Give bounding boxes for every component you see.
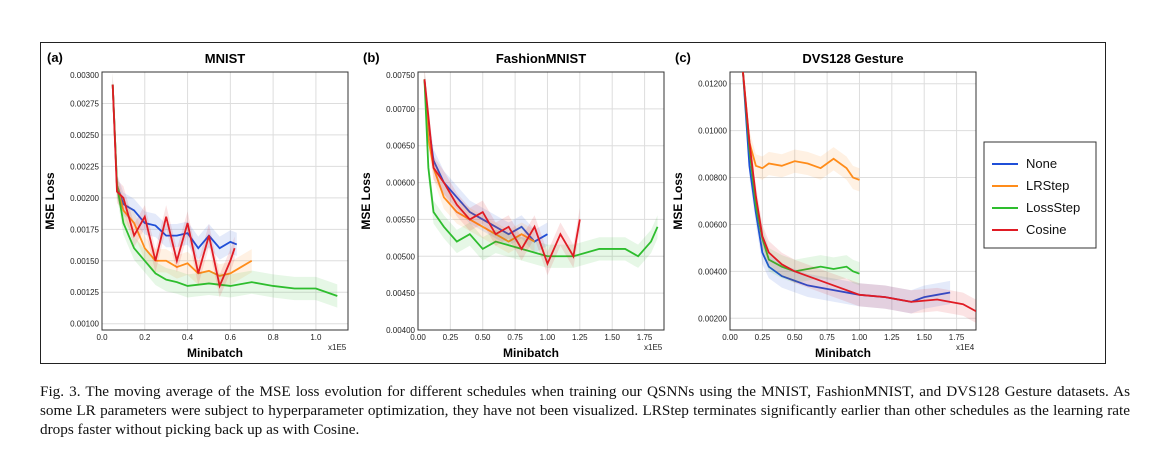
series-line-cosine	[742, 72, 976, 313]
y-axis-label: MSE Loss	[43, 172, 57, 230]
plot-box	[729, 71, 977, 331]
x-axis-label: Minibatch	[503, 346, 559, 360]
x-tick-label: 0.2	[139, 333, 151, 342]
y-tick-label: 0.00275	[70, 99, 99, 108]
y-tick-label: 0.00175	[70, 225, 99, 234]
x-tick-label: 0.4	[182, 333, 194, 342]
y-tick-label: 0.00600	[386, 179, 415, 188]
y-tick-label: 0.00200	[698, 314, 727, 323]
series-band-lrstep	[112, 72, 252, 288]
y-tick-label: 0.00650	[386, 142, 415, 151]
series-line-lossstep	[111, 84, 338, 297]
y-tick-label: 0.00150	[70, 257, 99, 266]
x-tick-label: 0.6	[225, 333, 237, 342]
x-tick-label: 1.00	[540, 333, 556, 342]
y-tick-label: 0.00700	[386, 105, 415, 114]
panel-letter: (a)	[47, 50, 63, 65]
y-tick-label: 0.01200	[698, 80, 727, 89]
x-tick-label: 1.00	[852, 333, 868, 342]
x-tick-label: 0.25	[755, 333, 771, 342]
x-tick-label: 1.25	[572, 333, 588, 342]
x-tick-label: 0.0	[96, 333, 108, 342]
x-tick-label: 0.8	[268, 333, 280, 342]
y-tick-label: 0.00450	[386, 289, 415, 298]
series-line-none	[742, 72, 951, 303]
panel-letter: (b)	[363, 50, 380, 65]
series-band-none	[112, 72, 237, 260]
series-line-lrstep	[742, 72, 860, 181]
panel-title: DVS128 Gesture	[802, 51, 903, 66]
series-line-cosine	[423, 79, 581, 267]
series-line-lossstep	[423, 79, 659, 258]
legend-label-none: None	[1026, 156, 1057, 171]
plot-box	[101, 71, 349, 331]
y-tick-label: 0.00750	[386, 71, 415, 80]
plot-box	[417, 71, 665, 331]
legend-label-lrstep: LRStep	[1026, 178, 1069, 193]
figure-caption: Fig. 3. The moving average of the MSE lo…	[40, 383, 1130, 438]
series-band-cosine	[742, 72, 976, 323]
y-tick-label: 0.00225	[70, 162, 99, 171]
y-tick-label: 0.00800	[698, 174, 727, 183]
x-tick-label: 0.50	[475, 333, 491, 342]
series-band-lossstep	[112, 72, 338, 308]
series-band-cosine	[424, 72, 580, 276]
x-tick-label: 0.00	[410, 333, 426, 342]
series-band-lossstep	[424, 72, 658, 268]
panel-title: MNIST	[205, 51, 246, 66]
y-tick-label: 0.01000	[698, 127, 727, 136]
figure-frame	[40, 42, 1106, 364]
x-tick-label: 1.75	[949, 333, 965, 342]
x-tick-label: 1.0	[310, 333, 322, 342]
x-tick-label: 0.50	[787, 333, 803, 342]
y-axis-label: MSE Loss	[671, 172, 685, 230]
x-tick-label: 0.00	[722, 333, 738, 342]
x-tick-label: 0.75	[819, 333, 835, 342]
x-tick-label: 0.75	[507, 333, 523, 342]
y-tick-label: 0.00400	[698, 267, 727, 276]
y-tick-label: 0.00550	[386, 215, 415, 224]
series-band-cosine	[112, 72, 235, 298]
series-band-lossstep	[742, 72, 860, 286]
series-line-cosine	[111, 84, 236, 289]
x-tick-label: 1.50	[916, 333, 932, 342]
series-band-none	[742, 72, 951, 314]
series-line-lrstep	[111, 84, 253, 277]
x-tick-label: 1.25	[884, 333, 900, 342]
x-tick-label: 0.25	[443, 333, 459, 342]
y-tick-label: 0.00100	[70, 320, 99, 329]
y-tick-label: 0.00300	[70, 71, 99, 80]
legend-label-lossstep: LossStep	[1026, 200, 1080, 215]
legend-label-cosine: Cosine	[1026, 222, 1066, 237]
x-multiplier-label: x1E4	[956, 343, 975, 352]
y-tick-label: 0.00200	[70, 194, 99, 203]
x-multiplier-label: x1E5	[644, 343, 663, 352]
x-multiplier-label: x1E5	[328, 343, 347, 352]
y-tick-label: 0.00125	[70, 288, 99, 297]
y-axis-label: MSE Loss	[359, 172, 373, 230]
x-tick-label: 1.75	[637, 333, 653, 342]
x-axis-label: Minibatch	[815, 346, 871, 360]
y-tick-label: 0.00400	[386, 326, 415, 335]
panel-title: FashionMNIST	[496, 51, 586, 66]
y-tick-label: 0.00600	[698, 220, 727, 229]
x-axis-label: Minibatch	[187, 346, 243, 360]
y-tick-label: 0.00500	[386, 252, 415, 261]
figure-plots: 0.0 0.2 0.4 0.6 0.8 1.0 0.00100 0.00125 0.00150 0…	[43, 50, 1097, 360]
panel-letter: (c)	[675, 50, 691, 65]
x-tick-label: 1.50	[604, 333, 620, 342]
y-tick-label: 0.00250	[70, 131, 99, 140]
series-band-lrstep	[742, 72, 860, 192]
